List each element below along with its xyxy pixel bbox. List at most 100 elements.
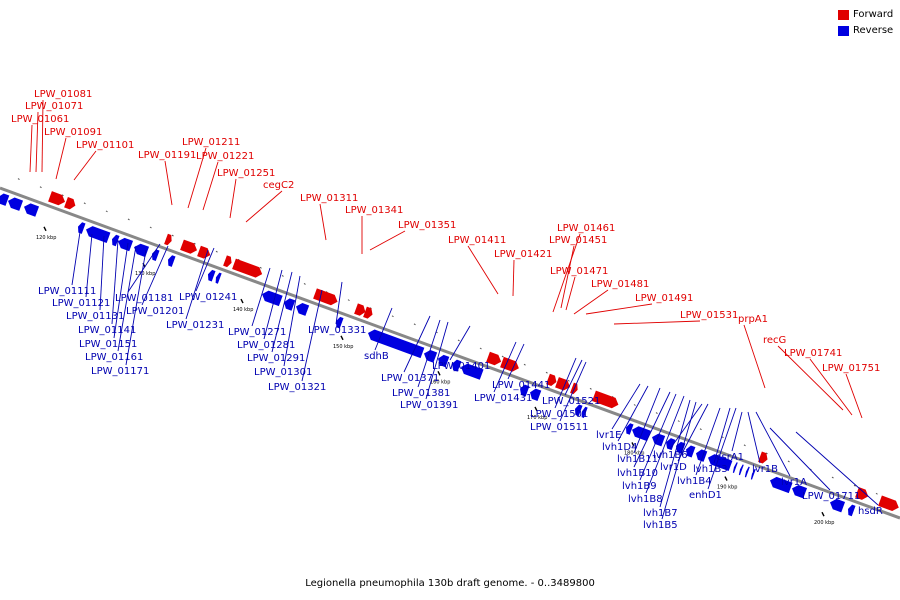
reverse-gene-arrow-shape <box>112 234 120 247</box>
reverse-gene-arrow-shape <box>575 404 583 417</box>
reverse-gene-label-leader <box>731 411 743 452</box>
reverse-gene-label-leader <box>707 407 737 490</box>
forward-gene-arrow <box>197 245 211 259</box>
reverse-gene-arrow <box>336 316 344 329</box>
minor-tick <box>589 387 592 390</box>
minor-tick <box>105 210 108 213</box>
reverse-gene-label: LPW_01381 <box>392 388 450 399</box>
reverse-gene-label-leader <box>449 325 471 361</box>
reverse-gene-arrow <box>770 476 793 494</box>
reverse-gene-arrow <box>0 193 10 206</box>
reverse-gene-arrow <box>666 438 676 451</box>
reverse-gene-arrow-shape <box>8 197 24 211</box>
reverse-gene-label: LPW_01331 <box>308 325 366 336</box>
reverse-gene-label-leader <box>747 411 761 464</box>
reverse-gene-label-leader <box>417 319 441 388</box>
reverse-gene-label: LPW_01281 <box>237 340 295 351</box>
reverse-gene-label-leader <box>639 393 677 481</box>
reverse-gene-label-leader <box>374 307 393 351</box>
forward-gene-label-leader <box>845 373 863 419</box>
minor-tick <box>413 323 416 326</box>
reverse-gene-label: csrA1 <box>716 452 744 463</box>
forward-gene-arrow <box>363 306 373 319</box>
reverse-gene-label: lvh1B3 <box>693 464 728 475</box>
reverse-gene-arrow <box>296 303 310 316</box>
scale-label: 180 kbp <box>624 450 644 456</box>
minor-tick <box>281 274 284 277</box>
reverse-gene-arrow-shape <box>461 363 484 380</box>
reverse-swatch <box>838 25 849 36</box>
minor-tick <box>501 355 504 358</box>
forward-gene-label-leader <box>560 245 575 309</box>
forward-gene-label: LPW_01471 <box>550 266 608 277</box>
reverse-gene-arrow <box>452 359 462 372</box>
reverse-gene-arrow <box>708 454 733 472</box>
reverse-gene-arrow-shape <box>262 290 283 307</box>
reverse-gene-label-leader <box>263 269 283 340</box>
minor-tick <box>743 444 746 447</box>
reverse-gene-label: LPW_01201 <box>126 306 184 317</box>
minor-tick <box>149 226 152 229</box>
reverse-gene-arrow-shape <box>284 298 296 311</box>
forward-gene-arrow <box>570 382 578 395</box>
reverse-gene-arrow-shape <box>152 249 160 261</box>
minor-tick <box>303 283 306 285</box>
forward-gene-arrow-shape <box>354 303 366 316</box>
reverse-gene-label-leader <box>71 231 81 286</box>
forward-gene-label-leader <box>467 245 499 295</box>
reverse-gene-label: LPW_01111 <box>38 286 96 297</box>
reverse-gene-arrow-shape <box>168 255 176 267</box>
forward-gene-arrow-shape <box>64 197 76 210</box>
reverse-gene-label: LPW_01401 <box>432 361 490 372</box>
forward-gene-label: LPW_01531 <box>680 310 738 321</box>
forward-gene-arrow-shape <box>180 239 198 254</box>
minor-tick <box>391 315 394 318</box>
forward-gene-label-leader <box>41 99 44 173</box>
reverse-gene-label-leader <box>559 361 587 422</box>
forward-gene-arrow <box>232 258 263 278</box>
reverse-gene-arrow-shape <box>792 484 808 499</box>
reverse-gene-label-leader <box>425 321 449 400</box>
minor-tick <box>215 250 218 253</box>
reverse-gene-label: lvr1A <box>781 477 807 488</box>
reverse-gene-label-leader <box>251 267 271 327</box>
reverse-gene-label: LPW_01511 <box>530 422 588 433</box>
reverse-gene-label: lvh1B8 <box>628 494 663 505</box>
minor-tick <box>567 379 570 382</box>
forward-gene-label: LPW_01081 <box>34 89 92 100</box>
reverse-gene-label-leader <box>99 235 105 311</box>
reverse-gene-arrow-shape <box>368 329 425 359</box>
reverse-gene-arrow-shape <box>452 359 462 372</box>
forward-swatch <box>838 9 849 20</box>
reverse-gene-arrow-shape <box>520 384 530 397</box>
forward-gene-arrow-shape <box>855 487 869 500</box>
forward-gene-arrow <box>64 197 76 210</box>
minor-tick <box>39 186 42 189</box>
reverse-gene-label: LPW_01711 <box>802 491 860 502</box>
reverse-gene-label: LPW_01371 <box>381 373 439 384</box>
forward-gene-arrow-shape <box>486 351 502 366</box>
reverse-gene-label: LPW_01291 <box>247 353 305 364</box>
reverse-gene-arrow <box>750 468 756 480</box>
forward-gene-label: cegC2 <box>263 180 294 191</box>
reverse-gene-arrow <box>368 329 425 359</box>
reverse-gene-label: LPW_01121 <box>52 298 110 309</box>
forward-gene-arrow <box>878 495 899 512</box>
reverse-gene-label: lvh1B4 <box>677 476 712 487</box>
forward-gene-label-leader <box>573 289 609 315</box>
reverse-gene-label: lvr1B <box>752 464 778 475</box>
reverse-gene-label: hsdR <box>858 506 883 517</box>
forward-gene-label-leader <box>187 147 207 209</box>
forward-gene-label: LPW_01741 <box>784 348 842 359</box>
reverse-gene-label: lvh1B9 <box>622 481 657 492</box>
reverse-gene-label: LPW_01391 <box>400 400 458 411</box>
forward-gene-label: LPW_01071 <box>25 101 83 112</box>
reverse-gene-arrow <box>652 433 666 447</box>
major-tick <box>240 298 244 304</box>
reverse-gene-label-leader <box>633 391 671 468</box>
forward-gene-label-leader <box>229 178 237 219</box>
reverse-gene-label-leader <box>633 387 661 454</box>
minor-tick <box>655 412 658 414</box>
forward-gene-arrow <box>48 191 66 206</box>
